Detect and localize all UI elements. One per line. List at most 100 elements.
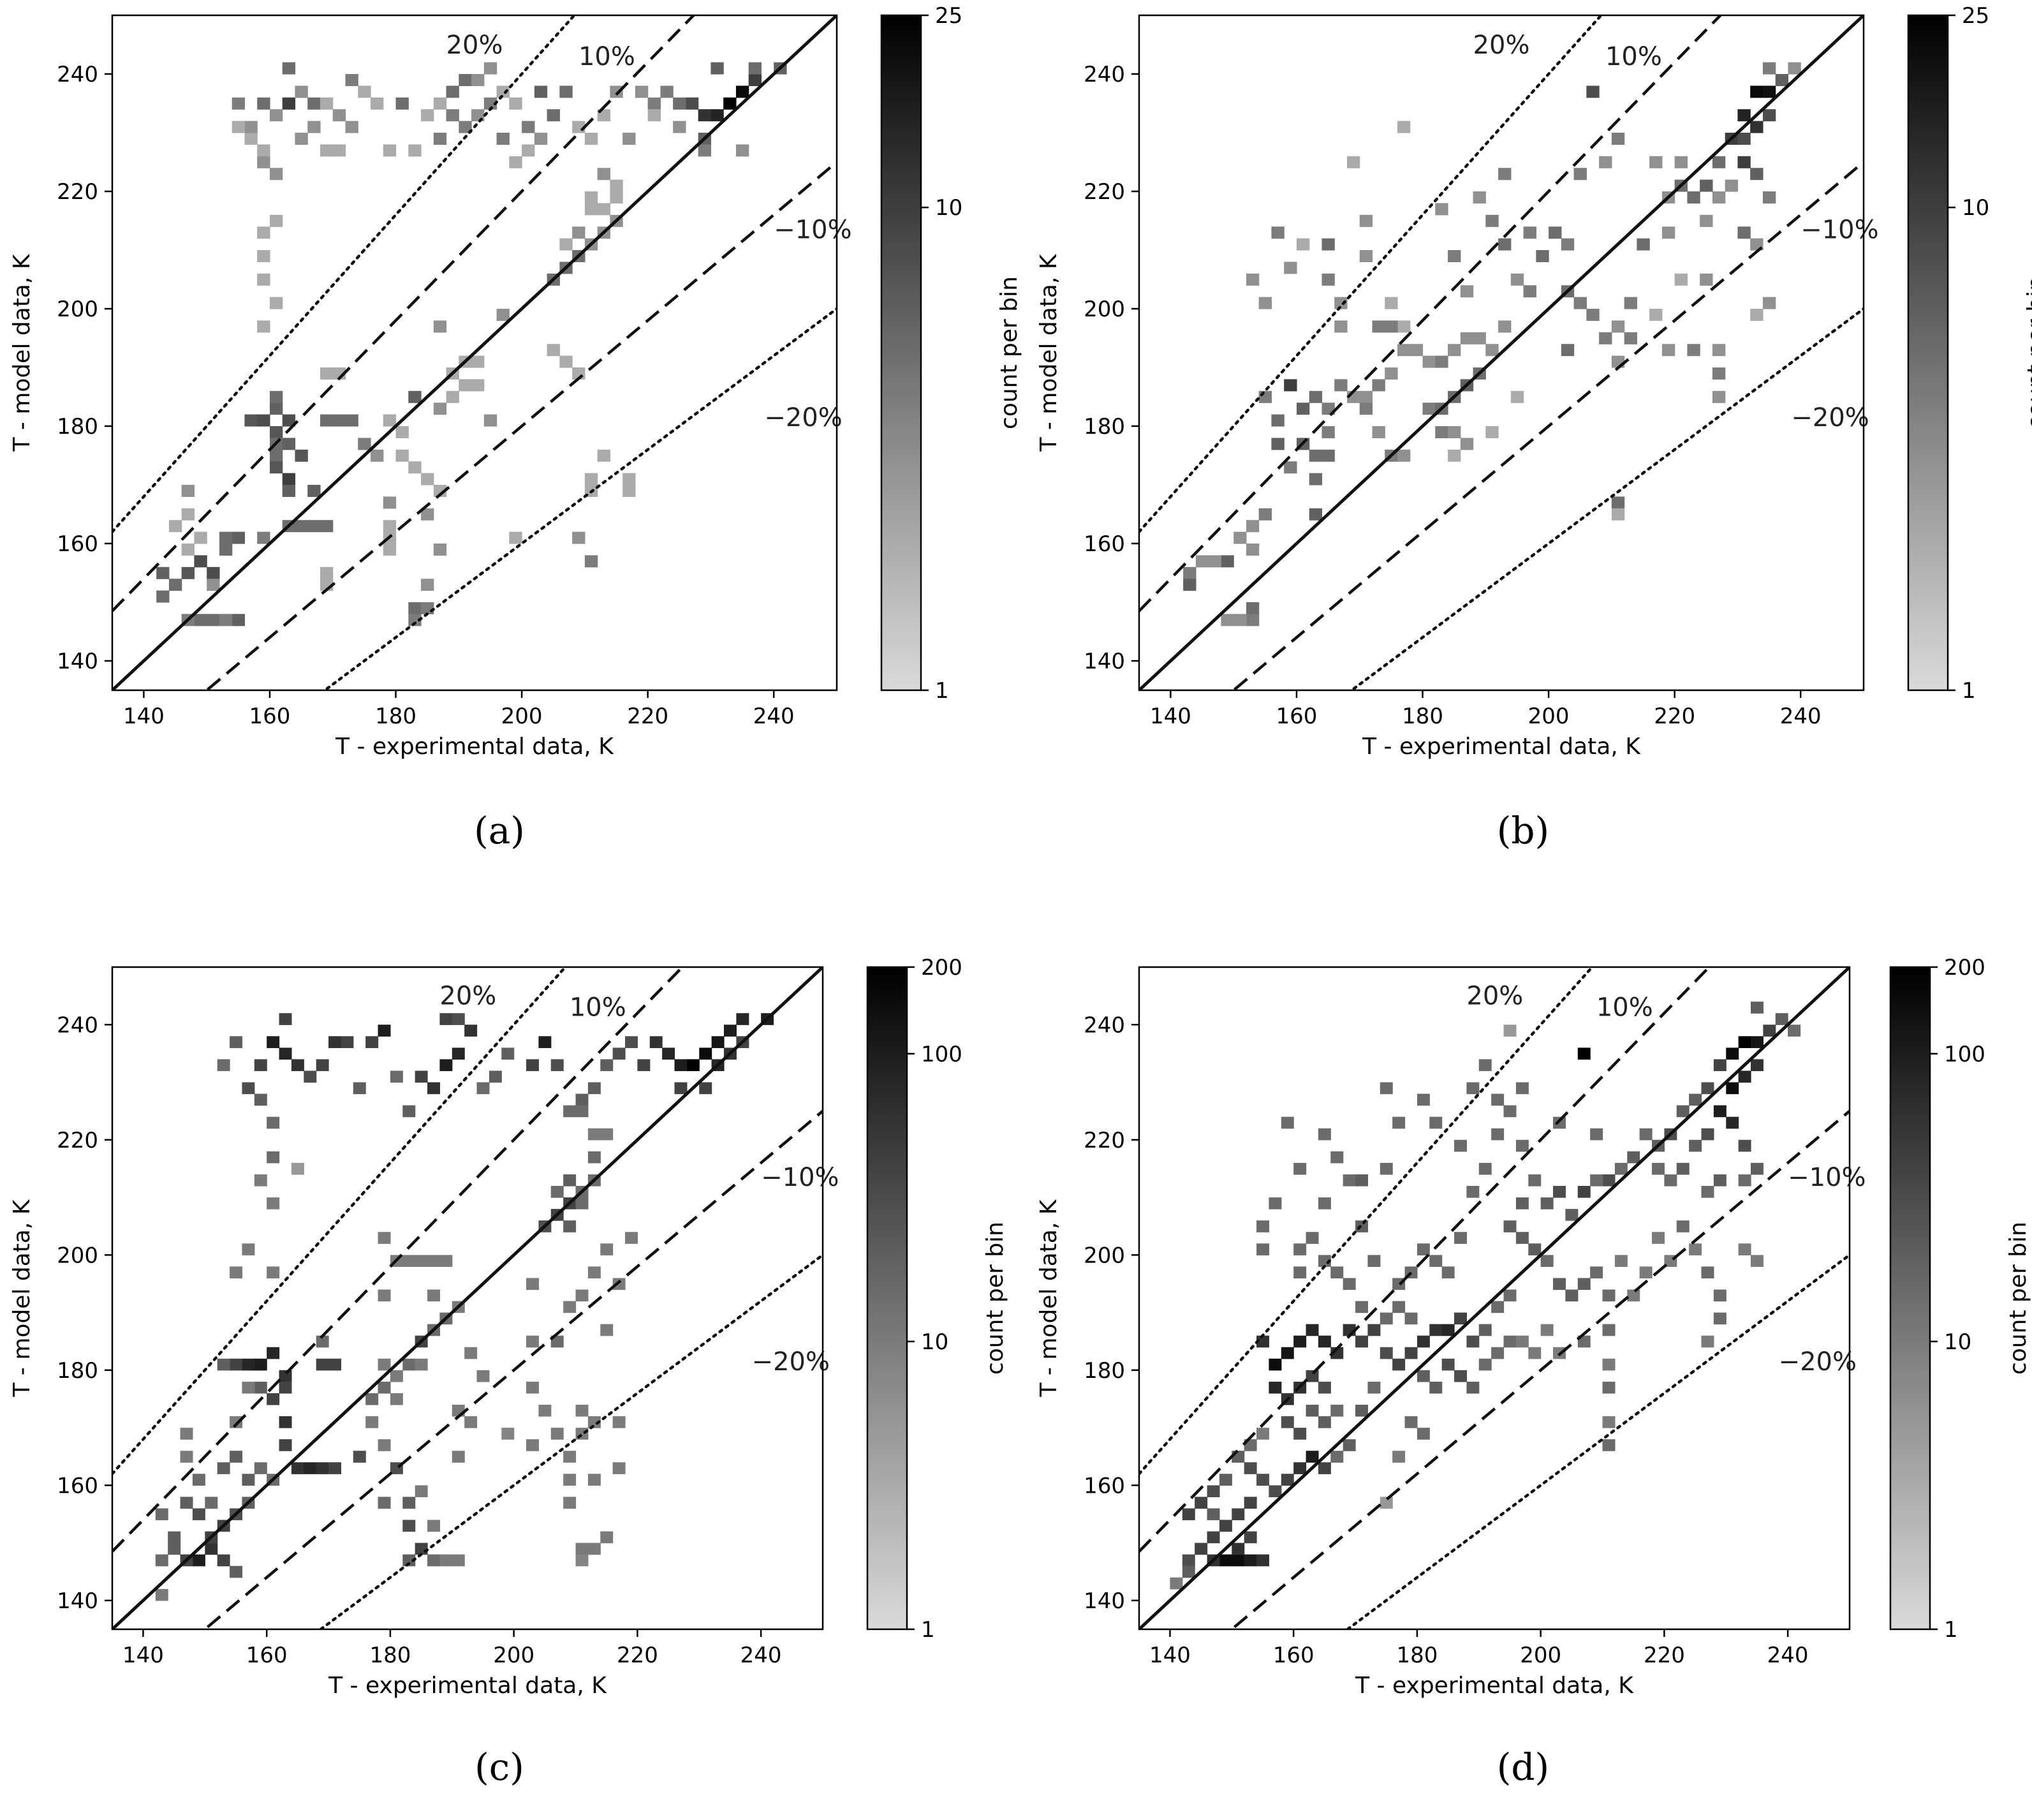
x-tick-label: 240	[753, 704, 795, 729]
heatmap-bin	[1441, 1324, 1455, 1336]
heatmap-bin	[1208, 555, 1222, 568]
colorbar	[1889, 966, 1931, 1631]
reference-line-solid	[1139, 967, 1850, 1629]
heatmap-bin	[575, 1105, 589, 1118]
heatmap-bin	[1763, 1025, 1776, 1037]
heatmap-bin	[267, 1151, 280, 1164]
reference-line-dotted	[1139, 15, 1603, 533]
heatmap-bin	[219, 531, 233, 544]
heatmap-bin	[1355, 1301, 1369, 1313]
heatmap-bin	[383, 496, 397, 509]
heatmap-bin	[1271, 226, 1285, 239]
heatmap-bin	[1207, 1531, 1220, 1544]
heatmap-bin	[1417, 1428, 1430, 1440]
heatmap-bin	[1182, 1508, 1195, 1521]
heatmap-bin	[1410, 344, 1424, 357]
heatmap-bin	[699, 1047, 712, 1060]
heatmap-bin	[476, 1082, 490, 1095]
heatmap-bin	[402, 1358, 416, 1371]
heatmap-bin	[1306, 1232, 1319, 1244]
colorbar-tick-label: 10	[1962, 195, 1989, 221]
heatmap-bin	[1676, 1220, 1690, 1232]
colorbar-tick-label: 25	[1962, 3, 1989, 29]
heatmap-bin	[1515, 1139, 1529, 1152]
heatmap-bin	[1460, 285, 1474, 298]
heatmap-bin	[483, 414, 497, 427]
heatmap-bin	[1762, 109, 1776, 122]
x-tick-label: 160	[246, 1643, 288, 1668]
heatmap-bin	[415, 1485, 428, 1497]
heatmap-bin	[1334, 297, 1348, 309]
heatmap-bin	[1775, 1013, 1788, 1025]
heatmap-bin	[155, 1554, 168, 1567]
heatmap-bin	[526, 1059, 539, 1072]
heatmap-bin	[1448, 426, 1461, 438]
heatmap-bin	[1372, 320, 1385, 333]
heatmap-bin	[244, 133, 258, 145]
heatmap-bin	[1750, 168, 1763, 181]
heatmap-bin	[1435, 355, 1448, 368]
heatmap-bin	[1355, 1220, 1369, 1232]
heatmap-bin	[257, 97, 270, 110]
heatmap-bin	[1689, 1093, 1702, 1106]
heatmap-bin	[446, 109, 459, 122]
heatmap-bin	[378, 1232, 391, 1244]
heatmap-bin	[1195, 1497, 1208, 1509]
heatmap-bin	[1256, 1474, 1270, 1486]
heatmap-bin	[1498, 238, 1512, 251]
heatmap-bin	[358, 85, 371, 98]
heatmap-bin	[1221, 555, 1234, 568]
heatmap-bin	[402, 1554, 416, 1567]
heatmap-bin	[1232, 1543, 1245, 1555]
x-tick-label: 240	[740, 1643, 782, 1668]
heatmap-bin	[1417, 1370, 1430, 1382]
heatmap-bin	[408, 144, 422, 157]
heatmap-bin	[1599, 332, 1612, 344]
heatmap-bin	[547, 109, 560, 122]
heatmap-bin	[1318, 1462, 1331, 1474]
heatmap-bin	[538, 1036, 552, 1048]
heatmap-bin	[1751, 1036, 1763, 1048]
heatmap-bin	[307, 520, 321, 533]
heatmap-bin	[522, 144, 535, 157]
reference-line-dashed	[204, 161, 837, 690]
heatmap-bin	[257, 144, 270, 157]
heatmap-bin	[1701, 1185, 1714, 1198]
x-tick-label: 220	[1654, 704, 1695, 729]
heatmap-bin	[1293, 1162, 1307, 1175]
heatmap-bin	[1540, 1324, 1554, 1336]
heatmap-bin	[1269, 1197, 1282, 1210]
heatmap-bin	[635, 85, 649, 98]
heatmap-bin	[1322, 238, 1335, 251]
heatmap-bin	[1182, 1554, 1195, 1567]
heatmap-bin	[464, 1347, 478, 1359]
heatmap-bin	[1689, 1139, 1702, 1152]
heatmap-bin	[295, 85, 308, 98]
heatmap-bin	[1674, 156, 1688, 168]
heatmap-bin	[698, 144, 712, 157]
heatmap-bin	[232, 97, 246, 110]
heatmap-bin	[408, 602, 422, 614]
heatmap-bin	[1738, 1139, 1751, 1152]
heatmap-bin	[1590, 1128, 1603, 1141]
heatmap-bin	[257, 226, 270, 239]
heatmap-bin	[489, 1070, 502, 1083]
heatmap-bin	[415, 1543, 428, 1555]
heatmap-bin	[282, 414, 296, 427]
heatmap-bin	[295, 133, 308, 145]
heatmap-bin	[1602, 1358, 1616, 1371]
heatmap-bin	[194, 531, 207, 544]
heatmap-bin	[686, 1059, 700, 1072]
heatmap-bin	[622, 485, 636, 497]
heatmap-bin	[421, 473, 434, 485]
heatmap-bin	[1540, 1197, 1554, 1210]
heatmap-bin	[282, 485, 296, 497]
heatmap-bin	[1528, 1347, 1542, 1359]
heatmap-bin	[1372, 379, 1385, 392]
heatmap-bin	[559, 355, 573, 368]
heatmap-bin	[612, 1462, 626, 1474]
heatmap-bin	[257, 156, 270, 168]
y-tick-label: 160	[1084, 1473, 1125, 1498]
heatmap-bin	[1573, 168, 1587, 181]
